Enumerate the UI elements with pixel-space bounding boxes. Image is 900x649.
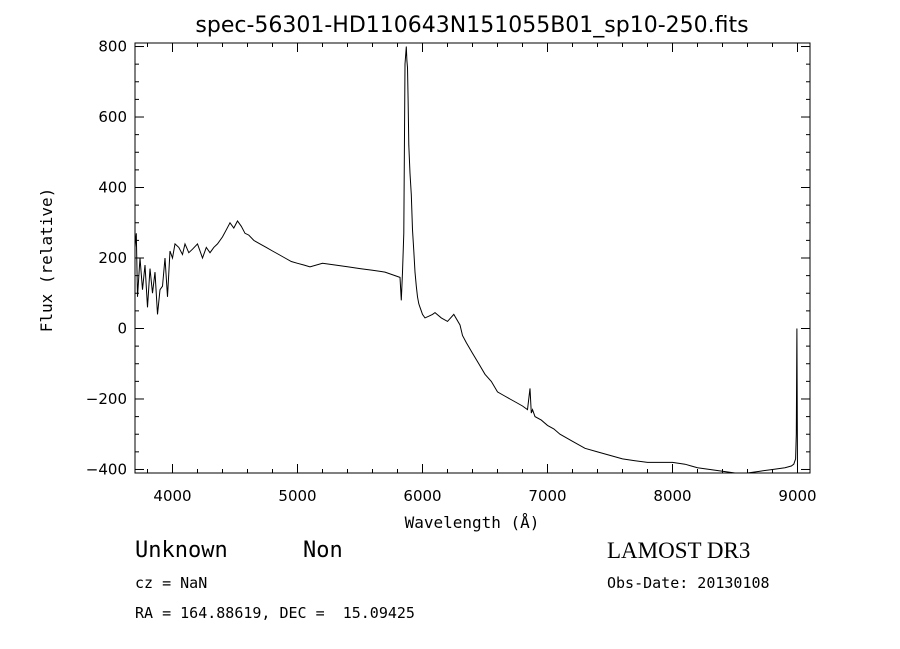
y-axis: −400 −200 0 200 400 600 800 xyxy=(86,38,810,478)
x-tick-label: 9000 xyxy=(778,487,816,505)
x-tick-label: 5000 xyxy=(278,487,316,505)
chart-title: spec-56301-HD110643N151055B01_sp10-250.f… xyxy=(195,13,748,38)
y-tick-label: 200 xyxy=(98,249,127,267)
object-subclass-label: Non xyxy=(303,538,343,563)
x-tick-label: 8000 xyxy=(653,487,691,505)
y-tick-label: −400 xyxy=(86,460,127,478)
plot-border xyxy=(134,42,811,474)
y-axis-label: Flux (relative) xyxy=(37,188,56,333)
y-tick-label: 800 xyxy=(98,38,127,56)
y-tick-label: 600 xyxy=(98,108,127,126)
object-class-label: Unknown xyxy=(135,538,228,563)
x-tick-label: 4000 xyxy=(153,487,191,505)
x-axis: 4000 5000 6000 7000 8000 9000 xyxy=(147,43,817,505)
survey-label: LAMOST DR3 xyxy=(607,538,751,563)
y-tick-label: −200 xyxy=(86,390,127,408)
x-axis-label: Wavelength (Å) xyxy=(405,513,540,532)
y-tick-label: 0 xyxy=(117,319,127,337)
redshift-readout: cz = NaN xyxy=(135,574,208,592)
x-tick-label: 7000 xyxy=(528,487,566,505)
coordinates-readout: RA = 164.88619, DEC = 15.09425 xyxy=(135,604,415,622)
y-tick-label: 400 xyxy=(98,179,127,197)
spectrum-series-line xyxy=(134,46,798,474)
observation-date: Obs-Date: 20130108 xyxy=(607,574,770,592)
x-tick-label: 6000 xyxy=(403,487,441,505)
plot-frame xyxy=(134,42,811,474)
